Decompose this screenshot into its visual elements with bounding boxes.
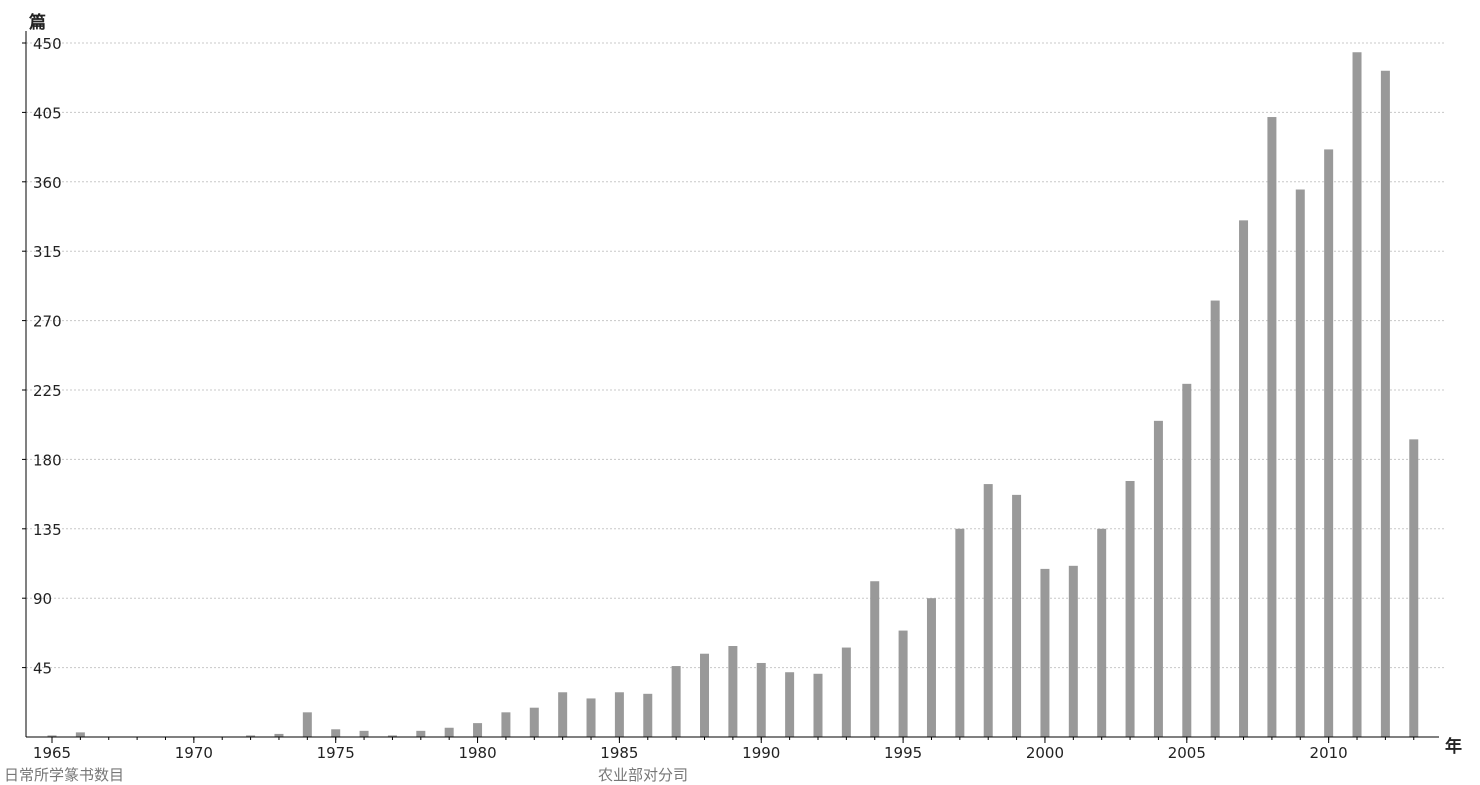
bar (359, 730, 369, 737)
bar (614, 692, 624, 737)
bar (246, 735, 256, 737)
bar (416, 730, 426, 737)
bar (75, 732, 85, 737)
x-tick-label: 2005 (1168, 744, 1206, 762)
bar (529, 707, 539, 737)
bar (1012, 494, 1022, 737)
bar (955, 528, 965, 737)
x-tick-label: 1985 (600, 744, 638, 762)
bar (1153, 420, 1163, 737)
bar (1352, 52, 1362, 737)
bar (331, 729, 341, 737)
x-tick-label: 2000 (1026, 744, 1064, 762)
bar (1210, 300, 1220, 737)
y-tick-label: 180 (33, 451, 62, 469)
bar (387, 735, 397, 737)
y-tick-label: 270 (33, 313, 62, 331)
bar (501, 712, 511, 737)
y-tick-label: 315 (33, 243, 62, 261)
x-tick-label: 1965 (33, 744, 71, 762)
bar (586, 698, 596, 737)
bar (558, 692, 568, 737)
y-tick-label: 405 (33, 104, 62, 122)
bar (983, 484, 993, 737)
bar (1040, 568, 1050, 737)
bar (444, 727, 454, 737)
bar (1324, 149, 1334, 737)
bar (274, 733, 284, 737)
bar (1097, 528, 1107, 737)
bar (1239, 220, 1249, 737)
y-tick-label: 450 (33, 35, 62, 53)
bar (1409, 439, 1419, 737)
bar (813, 673, 823, 737)
bar (700, 653, 710, 737)
bar (926, 598, 936, 737)
x-tick-label: 1980 (458, 744, 496, 762)
bar (1295, 189, 1305, 737)
bar (870, 581, 880, 737)
bar (643, 693, 653, 737)
y-axis-label: 篇 (28, 12, 46, 33)
bar (302, 712, 312, 737)
x-tick-label: 1970 (175, 744, 213, 762)
y-tick-label: 135 (33, 521, 62, 539)
bar (671, 666, 681, 737)
bar (1182, 383, 1192, 737)
y-tick-label: 360 (33, 174, 62, 192)
y-tick-label: 90 (33, 590, 52, 608)
x-axis-label: 年 (1445, 736, 1462, 757)
bar (47, 735, 57, 737)
bar (898, 630, 908, 737)
bar (841, 647, 851, 737)
footer-left-text: 日常所学篆书数目 (4, 766, 125, 784)
x-tick-label: 1990 (742, 744, 780, 762)
y-tick-label: 225 (33, 382, 62, 400)
bar (1125, 480, 1135, 737)
bar (728, 646, 738, 737)
bar (1380, 70, 1390, 737)
bar (785, 672, 795, 737)
y-tick-label: 45 (33, 660, 52, 678)
bar (1068, 565, 1078, 737)
x-tick-label: 2010 (1310, 744, 1348, 762)
x-tick-label: 1995 (884, 744, 922, 762)
footer-right-text: 农业部对分司 (598, 766, 689, 784)
bar (1267, 117, 1277, 737)
x-tick-label: 1975 (317, 744, 355, 762)
bar (756, 662, 766, 737)
bar (473, 723, 483, 737)
